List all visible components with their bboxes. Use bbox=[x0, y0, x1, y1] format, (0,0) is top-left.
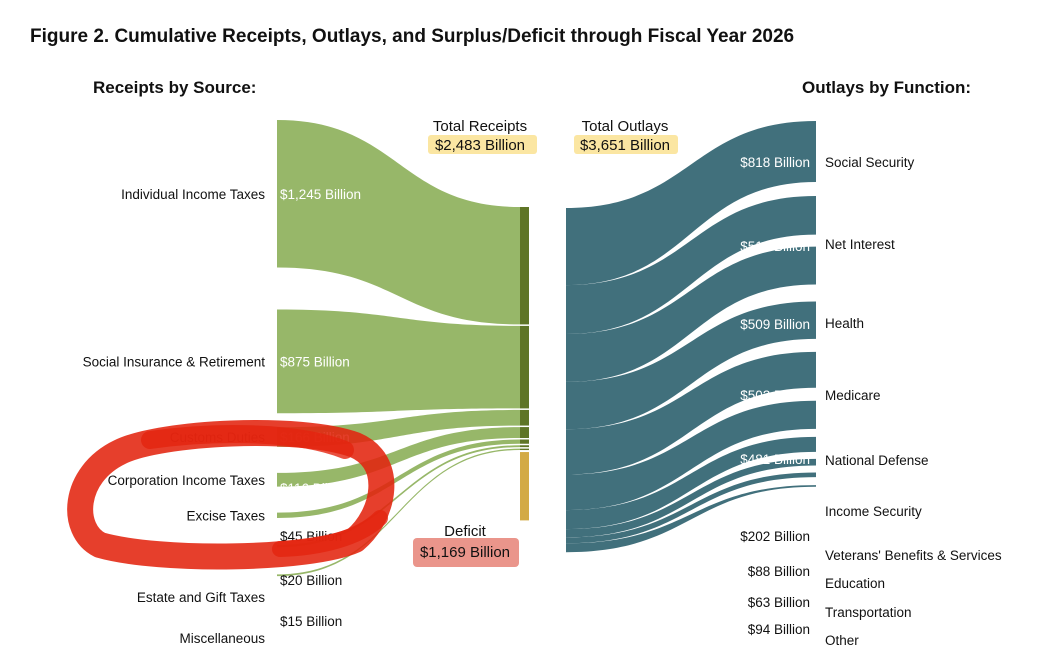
outlay-name-social-security: Social Security bbox=[825, 155, 915, 170]
outlay-flow-other bbox=[566, 485, 816, 553]
deficit-bar-segment bbox=[520, 452, 529, 521]
receipt-flow-excise-taxes bbox=[277, 439, 520, 518]
total-receipts-value: $2,483 Billion bbox=[435, 137, 525, 154]
outlays-heading: Outlays by Function: bbox=[802, 78, 972, 97]
total-outlays-highlight bbox=[574, 135, 678, 154]
receipt-value-individual-income-taxes: $1,245 Billion bbox=[280, 187, 361, 202]
receipt-flow-corporation-income-taxes bbox=[277, 427, 520, 487]
receipt-value-estate-and-gift-taxes: $20 Billion bbox=[280, 573, 342, 588]
deficit-highlight bbox=[413, 538, 519, 567]
outlay-name-transportation: Transportation bbox=[825, 605, 912, 620]
outlay-value-other: $94 Billion bbox=[748, 622, 810, 637]
figure-title: Figure 2. Cumulative Receipts, Outlays, … bbox=[30, 26, 795, 47]
receipt-bar-segment-customs-duties bbox=[520, 409, 529, 426]
receipt-flow-miscellaneous bbox=[277, 448, 520, 577]
outlay-value-transportation: $63 Billion bbox=[748, 595, 810, 610]
receipts-heading: Receipts by Source: bbox=[93, 78, 257, 97]
outlay-flow-social-security bbox=[566, 121, 816, 286]
annotation-stroke-bottom bbox=[272, 510, 388, 557]
receipt-bar-segment-estate-and-gift-taxes bbox=[520, 445, 529, 448]
outlay-flow-income-security bbox=[566, 400, 816, 511]
total-receipts-label: Total Receipts bbox=[433, 118, 527, 135]
outlay-flow-medicare bbox=[566, 301, 816, 430]
receipt-value-corporation-income-taxes: $116 Billion bbox=[280, 481, 349, 496]
receipt-name-estate-and-gift-taxes: Estate and Gift Taxes bbox=[137, 590, 265, 605]
outlay-flow-veterans-benefits-services bbox=[566, 436, 816, 530]
deficit-label: Deficit bbox=[444, 523, 487, 540]
receipt-value-miscellaneous: $15 Billion bbox=[280, 614, 342, 629]
outlay-value-education: $88 Billion bbox=[748, 564, 810, 579]
receipt-name-corporation-income-taxes: Corporation Income Taxes bbox=[108, 473, 266, 488]
outlay-value-health: $509 Billion bbox=[740, 317, 810, 332]
outlay-flow-national-defense bbox=[566, 351, 816, 475]
outlay-name-health: Health bbox=[825, 316, 864, 331]
total-receipts-highlight bbox=[428, 135, 537, 154]
receipt-bar-segment-excise-taxes bbox=[520, 439, 529, 444]
outlay-flow-health bbox=[566, 246, 816, 382]
receipt-name-excise-taxes: Excise Taxes bbox=[186, 508, 265, 523]
receipt-bar-segment-social-insurance-retirement bbox=[520, 325, 529, 409]
deficit-value: $1,169 Billion bbox=[420, 544, 510, 561]
receipt-flow-social-insurance-retirement bbox=[277, 309, 520, 414]
outlay-flow-education bbox=[566, 458, 816, 538]
total-outlays-value: $3,651 Billion bbox=[580, 137, 670, 154]
outlay-value-income-security: $377 Billion bbox=[740, 504, 810, 519]
outlay-flow-net-interest bbox=[566, 195, 816, 334]
outlay-name-other: Other bbox=[825, 633, 859, 648]
outlay-name-medicare: Medicare bbox=[825, 388, 881, 403]
outlay-value-veterans-benefits-services: $202 Billion bbox=[740, 529, 810, 544]
outlay-name-education: Education bbox=[825, 576, 885, 591]
outlay-name-national-defense: National Defense bbox=[825, 453, 929, 468]
outlay-flow-transportation bbox=[566, 472, 816, 544]
outlay-value-net-interest: $519 Billion bbox=[740, 239, 810, 254]
receipt-bar-segment-miscellaneous bbox=[520, 448, 529, 451]
outlay-name-income-security: Income Security bbox=[825, 504, 922, 519]
receipt-flow-estate-and-gift-taxes bbox=[277, 445, 520, 548]
outlay-value-medicare: $502 Billion bbox=[740, 388, 810, 403]
outlay-name-veterans-benefits-services: Veterans' Benefits & Services bbox=[825, 548, 1002, 563]
annotation-stroke-top bbox=[141, 425, 354, 459]
receipt-bar-segment-corporation-income-taxes bbox=[520, 427, 529, 439]
receipt-bar-segment-individual-income-taxes bbox=[520, 207, 529, 325]
receipt-name-miscellaneous: Miscellaneous bbox=[179, 631, 265, 646]
outlay-value-social-security: $818 Billion bbox=[740, 155, 810, 170]
receipt-name-individual-income-taxes: Individual Income Taxes bbox=[121, 187, 265, 202]
outlay-name-net-interest: Net Interest bbox=[825, 237, 895, 252]
outlay-value-national-defense: $481 Billion bbox=[740, 452, 810, 467]
receipt-value-social-insurance-retirement: $875 Billion bbox=[280, 354, 350, 369]
receipt-flow-individual-income-taxes bbox=[277, 120, 520, 325]
total-outlays-label: Total Outlays bbox=[582, 118, 669, 135]
receipt-name-social-insurance-retirement: Social Insurance & Retirement bbox=[83, 354, 266, 369]
